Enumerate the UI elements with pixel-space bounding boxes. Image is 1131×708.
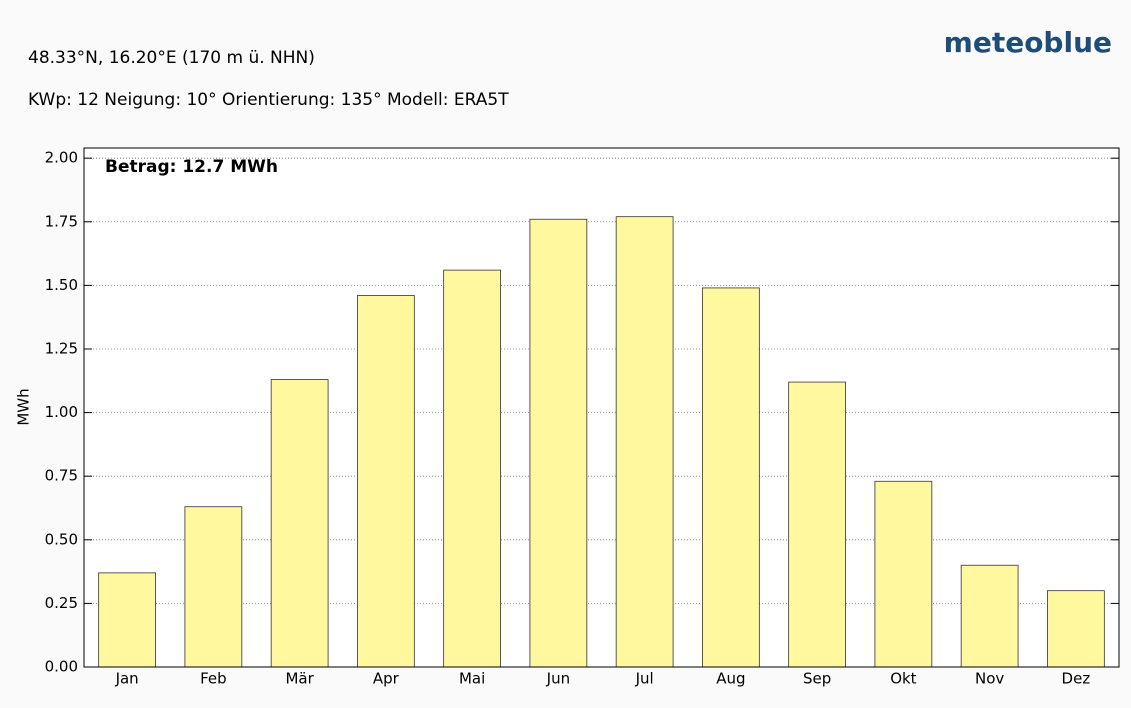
bar (98, 572, 156, 668)
bar (270, 379, 329, 668)
bar (788, 381, 846, 668)
x-tick-label: Okt (890, 670, 916, 688)
y-tick-label: 1.25 (45, 339, 78, 357)
y-tick-label: 2.00 (45, 149, 78, 167)
bar (702, 287, 760, 668)
bar (615, 216, 674, 668)
plot-frame (83, 147, 1120, 668)
x-tick-label: Nov (975, 670, 1004, 688)
y-tick-label: 1.75 (45, 212, 78, 230)
y-tick-label: 0.50 (45, 530, 78, 548)
chart-subtitle: KWp: 12 Neigung: 10° Orientierung: 135° … (28, 90, 509, 110)
bar (184, 506, 243, 668)
plot-area: 0.00 0.25 0.50 0.75 1.00 1.25 1.50 1.75 2.00 Jan F… (45, 147, 1120, 688)
annotation: Betrag: 12.7 MWh (105, 157, 278, 177)
bar (529, 218, 588, 668)
x-tick-label: Jul (635, 670, 654, 688)
x-tick-label: Mai (459, 670, 485, 688)
logo: meteoblue (944, 26, 1112, 59)
bar (443, 269, 501, 668)
y-tick-label: 0.75 (45, 467, 78, 485)
bar (960, 564, 1019, 668)
bar (1047, 590, 1105, 668)
y-tick-label: 0.25 (45, 594, 78, 612)
x-tick-label: Jun (546, 670, 570, 688)
x-tick-label: Jan (115, 670, 139, 688)
y-axis-label: MWh (15, 388, 33, 425)
x-tick-label: Aug (716, 670, 745, 688)
y-tick-label: 1.00 (45, 403, 78, 421)
bar (874, 480, 933, 668)
x-tick-label: Sep (803, 670, 831, 688)
x-tick-label: Dez (1062, 670, 1091, 688)
chart-title: 48.33°N, 16.20°E (170 m ü. NHN) (28, 48, 315, 68)
bar (357, 295, 415, 668)
x-tick-label: Feb (200, 670, 227, 688)
x-tick-label: Apr (373, 670, 400, 688)
y-tick-label: 0.00 (45, 658, 78, 676)
x-tick-label: Mär (285, 670, 314, 688)
plot-background (84, 148, 1119, 667)
y-tick-label: 1.50 (45, 276, 78, 294)
